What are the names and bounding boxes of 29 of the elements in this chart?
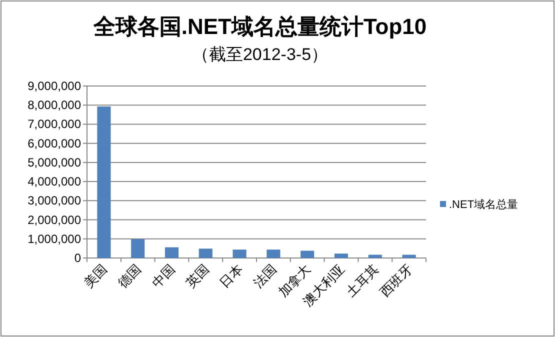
x-tick-label: 法国 [250, 262, 280, 291]
bar [368, 254, 382, 258]
y-tick-label: 7,000,000 [28, 117, 82, 132]
bar [334, 254, 348, 258]
y-tick-label: 6,000,000 [28, 136, 82, 150]
bar [164, 247, 179, 258]
bar [402, 254, 416, 258]
y-tick-label: 4,000,000 [28, 174, 82, 189]
bar [198, 248, 212, 258]
x-tick-label: 美国 [81, 262, 110, 291]
bar [97, 106, 111, 258]
y-tick-label: 0 [74, 251, 82, 265]
y-tick-label: 2,000,000 [28, 212, 82, 227]
y-tick-label: 5,000,000 [28, 155, 82, 170]
chart-subtitle: （截至2012-3-5） [192, 45, 328, 64]
x-tick-label: 德国 [114, 262, 144, 291]
y-tick-label: 3,000,000 [28, 194, 82, 208]
y-tick-label: 8,000,000 [28, 98, 82, 112]
y-tick-label: 9,000,000 [28, 79, 82, 93]
bar [266, 250, 280, 258]
y-tick-label: 1,000,000 [28, 232, 82, 246]
x-tick-label: 日本 [216, 262, 246, 291]
x-tick-label: 中国 [148, 262, 178, 291]
x-tick-label: 英国 [182, 262, 212, 291]
legend-label: .NET域名总量 [449, 198, 518, 211]
bar [300, 250, 314, 258]
chart-title: 全球各国.NET域名总量统计Top10 [92, 14, 427, 39]
bar [232, 250, 246, 258]
bar [131, 239, 145, 258]
